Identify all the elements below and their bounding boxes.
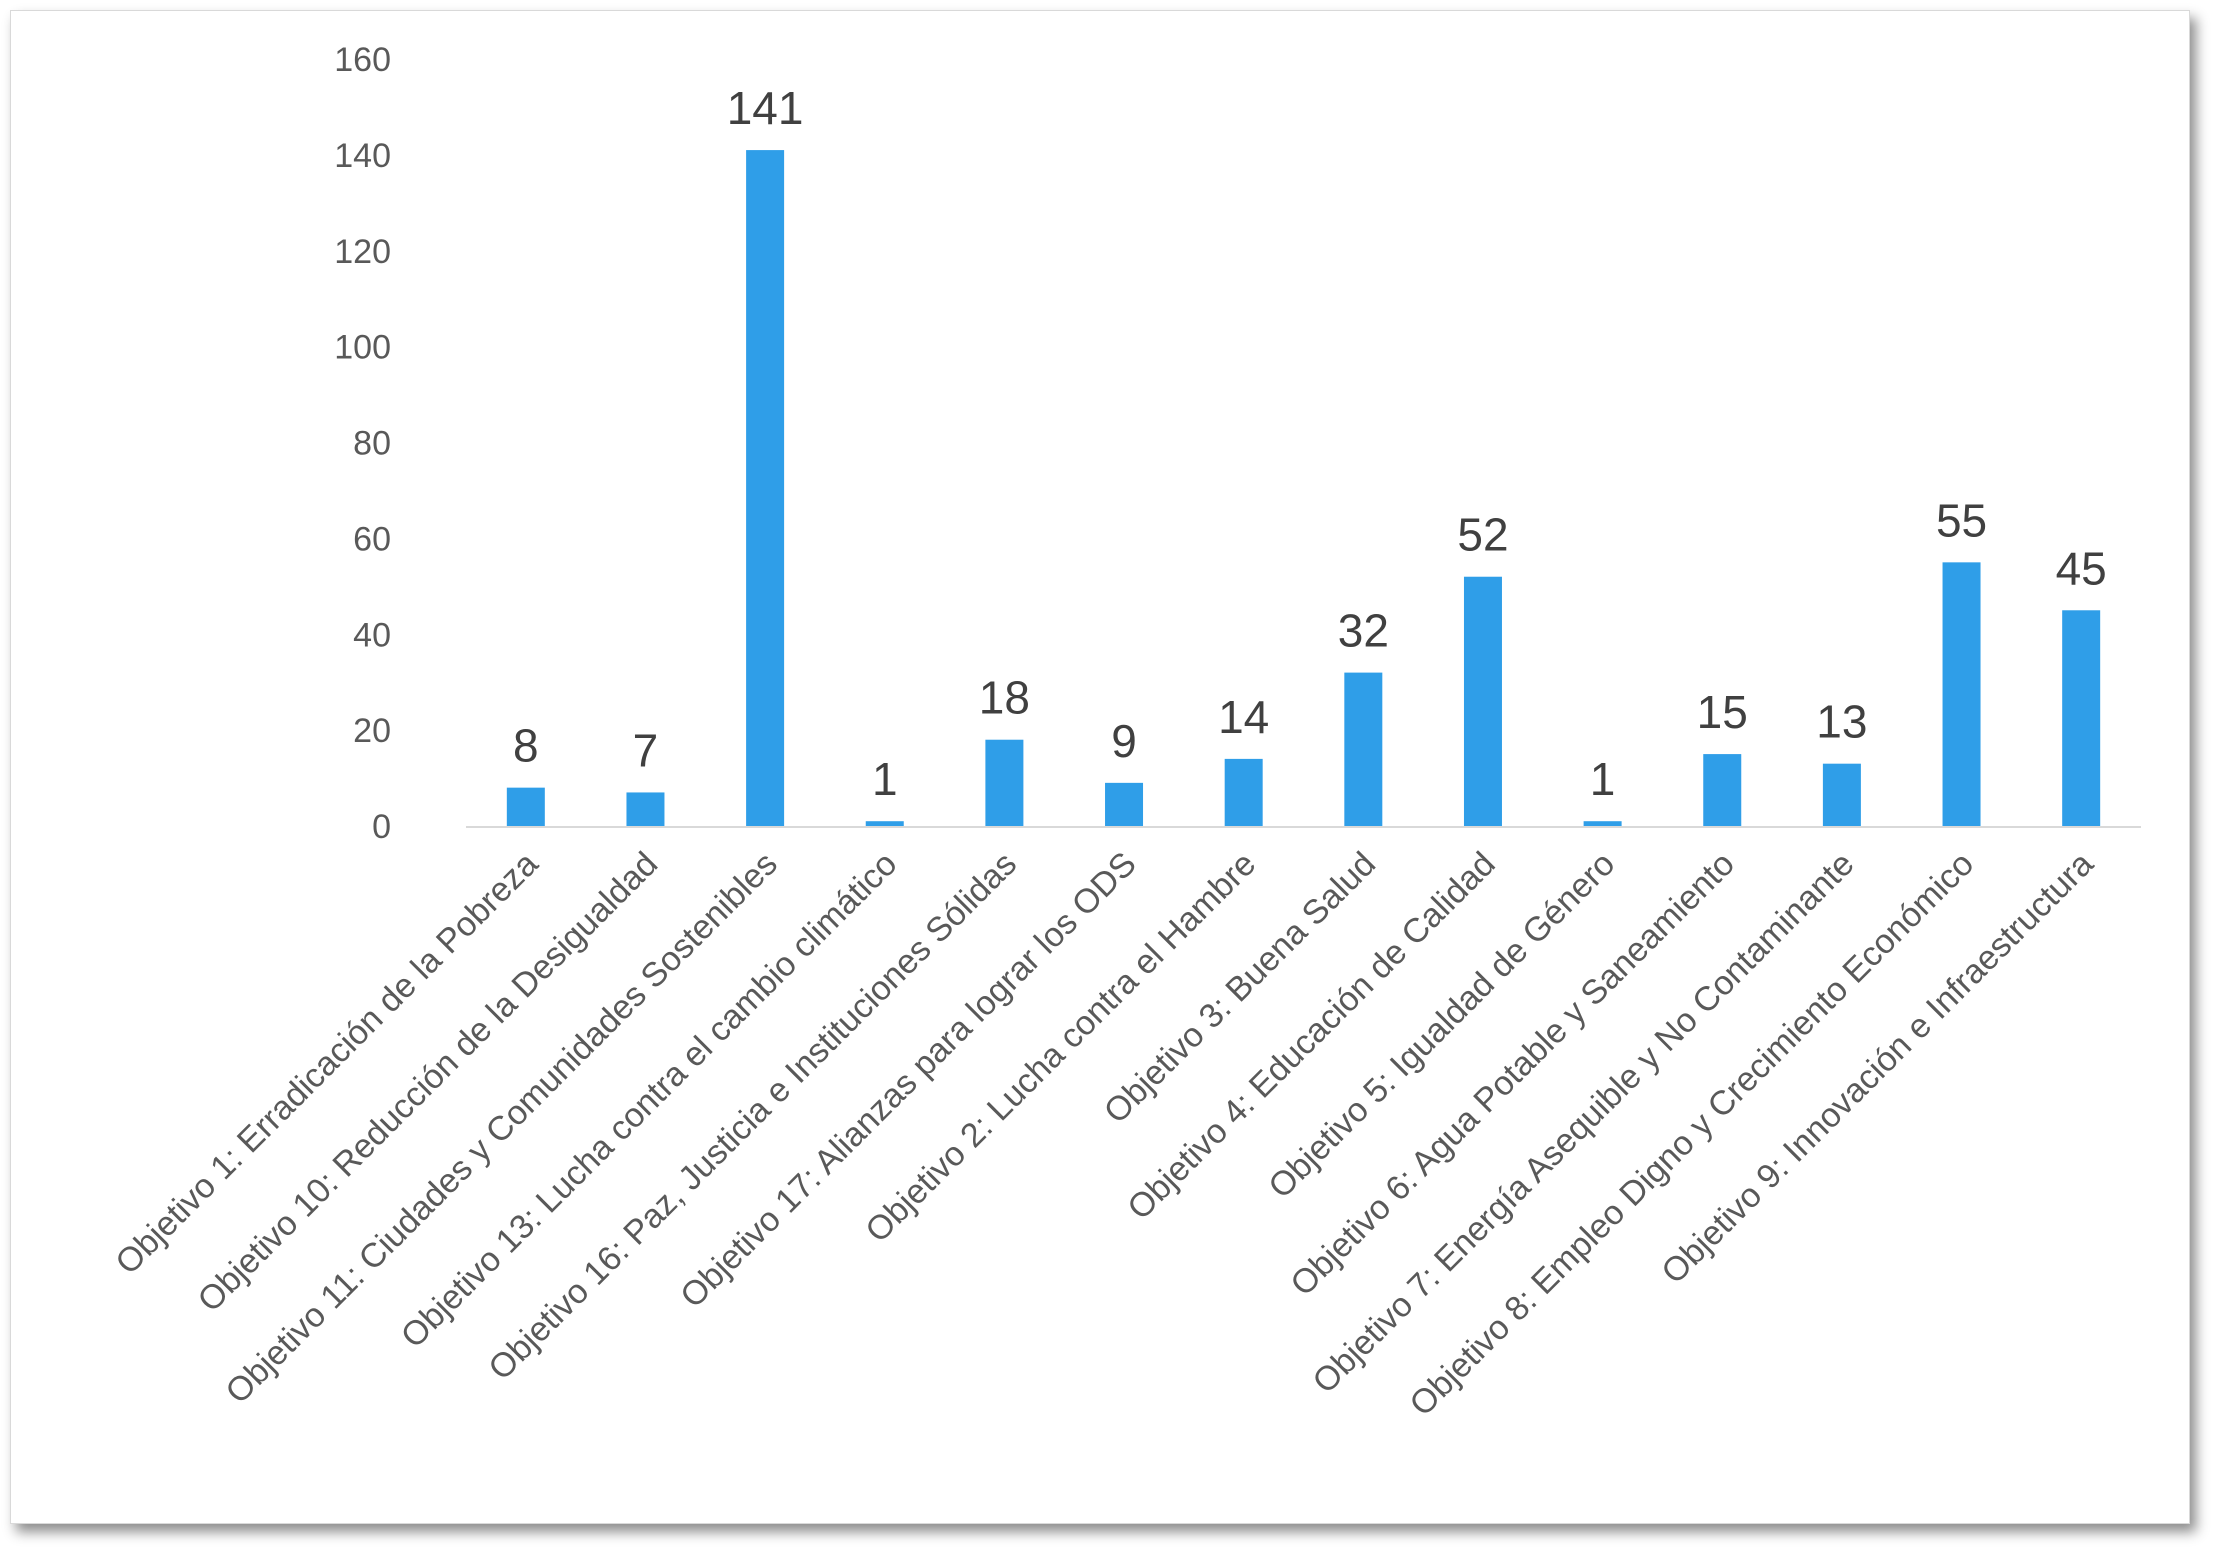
bar [1822, 763, 1861, 826]
category-label: Objetivo 11: Ciudades y Comunidades Sost… [218, 845, 784, 1411]
data-label: 141 [727, 82, 804, 134]
bar [1344, 672, 1383, 826]
bar [1224, 758, 1263, 826]
data-label: 18 [979, 672, 1030, 724]
category-label: Objetivo 8: Empleo Digno y Crecimiento E… [1402, 845, 1981, 1424]
bar [746, 150, 785, 827]
data-label: 13 [1816, 696, 1867, 748]
category-label: Objetivo 9: Innovación e Infraestructura [1654, 845, 2101, 1292]
bar [1105, 782, 1144, 826]
bar-chart: 0 20 40 60 80 100 120 140 160 8 7 141 1 18 9 14 32 52 1 15… [108, 41, 2141, 1424]
data-label: 1 [872, 753, 898, 805]
y-tick-label: 20 [353, 712, 391, 750]
bar [506, 787, 545, 826]
data-label: 32 [1338, 605, 1389, 657]
data-label: 45 [2056, 542, 2107, 594]
bar [1463, 576, 1502, 826]
chart-frame: 0 20 40 60 80 100 120 140 160 8 7 141 1 18 9 14 32 52 1 15… [10, 10, 2190, 1524]
category-label: Objetivo 17: Alianzas para lograr los OD… [673, 845, 1144, 1316]
data-label: 9 [1111, 715, 1137, 767]
bars [506, 150, 2101, 827]
bar [1583, 821, 1622, 826]
data-label: 1 [1590, 753, 1616, 805]
data-label: 52 [1457, 509, 1508, 561]
y-tick-label: 120 [334, 233, 391, 271]
data-label: 15 [1697, 686, 1748, 738]
y-tick-label: 80 [353, 425, 391, 463]
data-label: 55 [1936, 494, 1987, 546]
data-label: 8 [513, 720, 539, 772]
y-tick-label: 140 [334, 137, 391, 175]
bar [626, 792, 665, 826]
bar [865, 821, 904, 826]
category-label: Objetivo 6: Agua Potable y Saneamiento [1283, 845, 1742, 1304]
category-labels: Objetivo 1: Erradicación de la PobrezaOb… [108, 845, 2101, 1424]
data-label: 14 [1218, 691, 1269, 743]
y-tick-label: 40 [353, 616, 391, 654]
y-tick-label: 100 [334, 329, 391, 367]
y-axis-ticks: 0 20 40 60 80 100 120 140 160 [334, 41, 391, 846]
category-label: Objetivo 1: Erradicación de la Pobreza [108, 845, 545, 1282]
data-labels: 8 7 141 1 18 9 14 32 52 1 15 13 55 45 [513, 82, 2107, 805]
bar [2062, 610, 2101, 826]
y-tick-label: 60 [353, 520, 391, 558]
y-tick-label: 0 [372, 808, 391, 846]
y-tick-label: 160 [334, 41, 391, 79]
category-label: Objetivo 7: Energía Asequible y No Conta… [1305, 845, 1861, 1401]
bar [985, 739, 1024, 826]
data-label: 7 [633, 724, 659, 776]
bar [1942, 562, 1981, 826]
bar [1703, 754, 1742, 826]
